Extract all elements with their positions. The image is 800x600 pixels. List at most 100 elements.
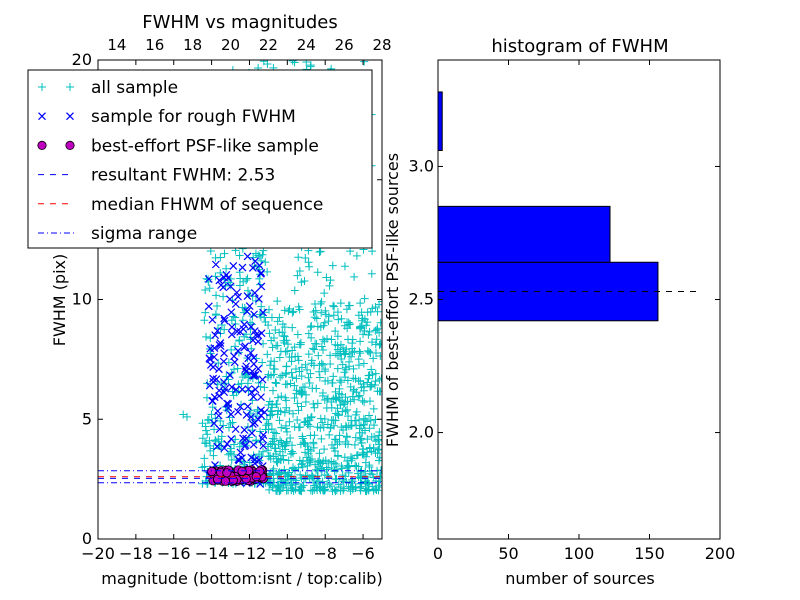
all-sample-point: [371, 377, 380, 386]
all-sample-point: [341, 363, 350, 372]
all-sample-point: [252, 412, 261, 421]
all-sample-point: [331, 340, 340, 349]
rough-fwhm-point: [216, 339, 225, 347]
all-sample-point: [226, 419, 235, 428]
all-sample-point: [304, 373, 313, 382]
rough-fwhm-point: [250, 310, 258, 319]
all-sample-point: [226, 444, 235, 453]
all-sample-point: [340, 350, 349, 359]
all-sample-point: [287, 357, 296, 366]
all-sample-point: [339, 486, 348, 495]
all-sample-point: [375, 481, 382, 490]
rough-fwhm-point: [210, 393, 219, 402]
left-top-tick-label: 20: [221, 36, 240, 54]
rough-fwhm-point: [233, 327, 242, 336]
legend: all sample sample for rough FWHM best-effo…: [27, 69, 373, 249]
all-sample-point: [301, 448, 310, 457]
rough-fwhm-point: [227, 323, 236, 332]
all-sample-point: [296, 338, 305, 347]
all-sample-point: [376, 318, 382, 327]
all-sample-point: [345, 362, 354, 371]
rough-fwhm-point: [254, 295, 263, 303]
all-sample-point: [206, 441, 215, 450]
all-sample-point: [310, 313, 319, 322]
fwhm-vs-magnitude-chart: FWHM vs magnitudes −20 −18 −16 −14 −12 −10 −8−…: [27, 12, 392, 588]
all-sample-point: [297, 387, 306, 396]
all-sample-point: [295, 367, 304, 376]
all-sample-point: [281, 370, 290, 379]
all-sample-point: [297, 460, 306, 469]
all-sample-point: [306, 431, 315, 440]
all-sample-point: [356, 337, 365, 346]
all-sample-point: [307, 333, 316, 342]
series-sample-for-rough-fwhm: [204, 206, 269, 488]
all-sample-point: [244, 386, 253, 395]
rough-fwhm-point: [251, 331, 260, 339]
all-sample-point: [281, 476, 290, 485]
all-sample-point: [341, 421, 350, 430]
all-sample-point: [278, 442, 287, 451]
all-sample-point: [222, 264, 231, 273]
left-top-axis: 14 16 18 20 22 24 26 28: [107, 36, 391, 54]
all-sample-point: [263, 350, 272, 359]
all-sample-point: [363, 448, 372, 457]
all-sample-point: [291, 480, 300, 489]
all-sample-point: [280, 408, 289, 417]
all-sample-point: [226, 449, 235, 458]
rough-fwhm-point: [259, 308, 267, 317]
all-sample-point: [282, 437, 291, 446]
all-sample-point: [316, 414, 325, 423]
all-sample-point: [288, 60, 297, 65]
all-sample-point: [286, 433, 295, 442]
right-x-tick-label: 0: [433, 544, 443, 563]
all-sample-point: [288, 323, 297, 332]
rough-fwhm-point: [205, 381, 214, 390]
all-sample-point: [216, 253, 225, 262]
all-sample-point: [365, 424, 374, 433]
rough-fwhm-point: [243, 292, 252, 300]
all-sample-point: [268, 399, 277, 408]
all-sample-point: [344, 440, 353, 449]
all-sample-point: [309, 443, 318, 452]
all-sample-point: [262, 415, 271, 424]
all-sample-point: [341, 407, 350, 416]
all-sample-point: [329, 372, 338, 381]
all-sample-point: [306, 323, 315, 332]
rough-fwhm-point: [215, 386, 224, 395]
rough-fwhm-point: [249, 392, 258, 401]
all-sample-point: [327, 416, 336, 425]
all-sample-point: [288, 441, 297, 450]
rough-fwhm-point: [242, 434, 251, 443]
all-sample-point: [364, 374, 373, 383]
all-sample-point: [286, 379, 295, 388]
left-top-tick-label: 14: [107, 36, 126, 54]
all-sample-point: [331, 487, 340, 496]
all-sample-point: [295, 456, 304, 465]
all-sample-point: [359, 420, 368, 429]
all-sample-point: [238, 303, 247, 312]
all-sample-point: [369, 404, 378, 413]
rough-fwhm-point: [257, 329, 266, 338]
all-sample-point: [333, 440, 342, 449]
left-y-tick-label: 20: [72, 50, 92, 69]
rough-fwhm-point: [258, 375, 267, 384]
rough-fwhm-point: [238, 263, 247, 272]
all-sample-point: [268, 343, 277, 352]
left-y-tick-label: 10: [72, 290, 92, 309]
all-sample-point: [363, 435, 372, 444]
rough-fwhm-point: [220, 273, 229, 282]
all-sample-point: [314, 351, 323, 360]
all-sample-point: [352, 462, 361, 471]
all-sample-point: [281, 347, 290, 356]
all-sample-point: [214, 435, 223, 444]
all-sample-point: [350, 440, 359, 449]
all-sample-point: [280, 332, 289, 341]
all-sample-point: [367, 365, 376, 374]
all-sample-point: [324, 312, 333, 321]
all-sample-point: [351, 374, 360, 383]
all-sample-point: [313, 399, 322, 408]
right-x-axis-label: number of sources: [505, 569, 655, 588]
all-sample-point: [277, 455, 286, 464]
all-sample-point: [325, 281, 334, 290]
